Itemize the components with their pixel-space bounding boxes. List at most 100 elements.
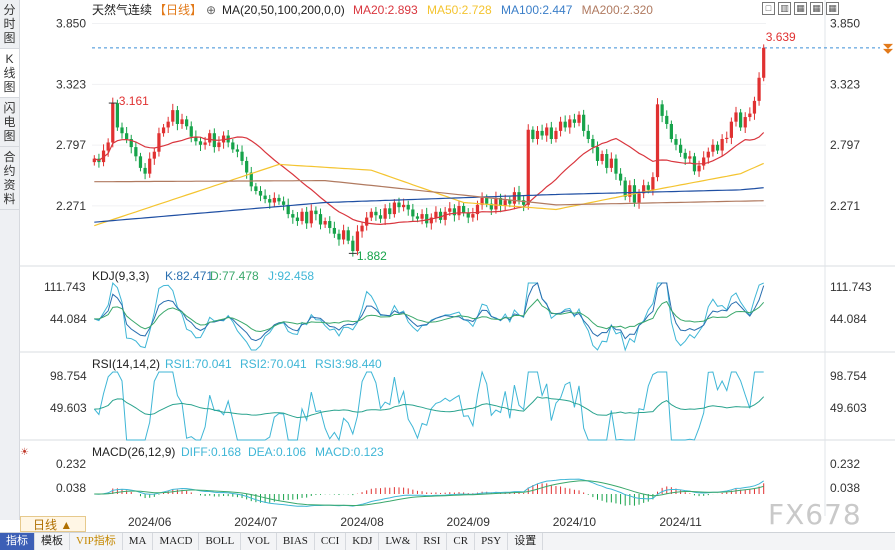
indicator-tab-6[interactable]: VOL — [241, 533, 277, 550]
candle — [286, 204, 290, 215]
indicator-tab-9[interactable]: KDJ — [346, 533, 380, 550]
indicator-tab-1[interactable]: 模板 — [35, 533, 70, 550]
candle — [388, 208, 392, 215]
candle — [231, 142, 235, 150]
candle — [669, 123, 673, 139]
indicator-tab-2[interactable]: VIP指标 — [70, 533, 123, 550]
window-4-icon[interactable]: ▦ — [810, 2, 823, 15]
candle — [341, 230, 346, 240]
rsi2-value: RSI2:70.041 — [240, 357, 307, 371]
tab-time-sharing[interactable]: 分时图 — [0, 0, 19, 49]
price-ytick-left-0: 3.850 — [56, 16, 86, 30]
candle — [240, 151, 244, 161]
indicator-tab-14[interactable]: 设置 — [508, 533, 544, 550]
candle — [572, 119, 577, 123]
macd-diff-line — [94, 478, 764, 507]
candle — [475, 204, 480, 215]
ma200-line — [94, 180, 764, 206]
candle — [512, 192, 517, 204]
candle — [360, 225, 364, 232]
candle — [125, 133, 129, 139]
candle — [401, 204, 406, 208]
indicator-tab-13[interactable]: PSY — [475, 533, 509, 550]
kdj-d-line — [94, 298, 765, 333]
indicator-tab-12[interactable]: CR — [447, 533, 476, 550]
candle — [609, 158, 613, 168]
candle — [157, 133, 161, 152]
candle — [332, 227, 336, 234]
candle — [457, 206, 461, 216]
macd-dea-value: DEA:0.106 — [248, 445, 306, 459]
candle — [706, 151, 710, 158]
indicator-tab-10[interactable]: LW& — [379, 533, 418, 550]
candle — [111, 103, 115, 143]
x-tick-0: 2024/06 — [128, 515, 172, 529]
indicator-tabs: 指标 模板 VIP指标 MA MACD BOLL VOL BIAS CCI KDJ LW& RSI CR… — [0, 532, 895, 550]
candle — [143, 167, 147, 174]
candle — [642, 185, 646, 194]
window-3-icon[interactable]: ▦ — [794, 2, 807, 15]
candle — [752, 100, 757, 114]
candle — [328, 221, 332, 228]
candle — [734, 112, 738, 122]
macd-settings-icon: ☀ — [20, 447, 29, 458]
high-label: 3.161 — [119, 94, 149, 108]
candle — [245, 160, 249, 173]
window-1-icon[interactable]: □ — [762, 2, 775, 15]
x-tick-5: 2024/11 — [659, 515, 702, 529]
indicator-tab-3[interactable]: MA — [123, 533, 154, 550]
rsi3-value: RSI3:98.440 — [315, 357, 382, 371]
candle — [448, 208, 452, 212]
candle — [715, 144, 720, 151]
candle — [762, 47, 766, 78]
candle — [595, 147, 600, 161]
candle — [743, 117, 747, 128]
candle — [720, 139, 724, 151]
x-tick-2: 2024/08 — [340, 515, 384, 529]
macd-label: MACD(26,12,9) — [92, 445, 175, 459]
tab-lightning[interactable]: 闪电图 — [0, 98, 19, 147]
candle — [489, 203, 493, 210]
candle — [646, 185, 650, 190]
candle — [309, 210, 313, 224]
indicator-tab-0[interactable]: 指标 — [0, 533, 35, 550]
candle — [434, 211, 438, 218]
candle — [185, 119, 189, 127]
indicator-tab-11[interactable]: RSI — [417, 533, 448, 550]
candle — [540, 130, 544, 136]
price-ytick-right-2: 2.797 — [830, 138, 860, 152]
window-5-icon[interactable]: ▦ — [826, 2, 839, 15]
candle — [655, 104, 660, 178]
candle — [526, 129, 530, 205]
candle — [665, 115, 669, 124]
candle — [365, 217, 369, 226]
indicator-tab-4[interactable]: MACD — [153, 533, 200, 550]
kdj-ytick-r1: 44.084 — [830, 312, 867, 326]
candle — [508, 200, 512, 204]
low-label: 1.882 — [357, 249, 387, 263]
candle — [355, 231, 360, 252]
candle — [337, 233, 341, 240]
macd-ytick-1: 0.038 — [56, 481, 86, 495]
indicator-tab-8[interactable]: CCI — [315, 533, 347, 550]
candle — [660, 104, 664, 116]
tab-contract-info[interactable]: 合约资料 — [0, 147, 19, 210]
candle — [180, 119, 184, 124]
candle — [628, 185, 632, 197]
candle — [452, 208, 457, 216]
price-ytick-left-3: 2.271 — [56, 199, 86, 213]
indicator-tab-7[interactable]: BIAS — [277, 533, 315, 550]
rsi1-value: RSI1:70.041 — [165, 357, 232, 371]
candle — [272, 197, 276, 203]
window-2-icon[interactable]: ▥ — [778, 2, 791, 15]
candle — [558, 121, 563, 131]
period-button[interactable]: 日线 ▲ — [20, 516, 86, 532]
candle — [208, 133, 212, 143]
candle — [351, 240, 355, 252]
kline-chart[interactable]: 天然气连续 【日线】 ⊕ MA(20,50,100,200,0,0) MA20:2.89… — [0, 0, 895, 532]
kdj-ytick-0: 111.743 — [44, 280, 86, 294]
candle — [522, 200, 526, 205]
candle — [443, 211, 447, 220]
tab-kline[interactable]: K线图 — [0, 49, 19, 98]
indicator-tab-5[interactable]: BOLL — [199, 533, 242, 550]
